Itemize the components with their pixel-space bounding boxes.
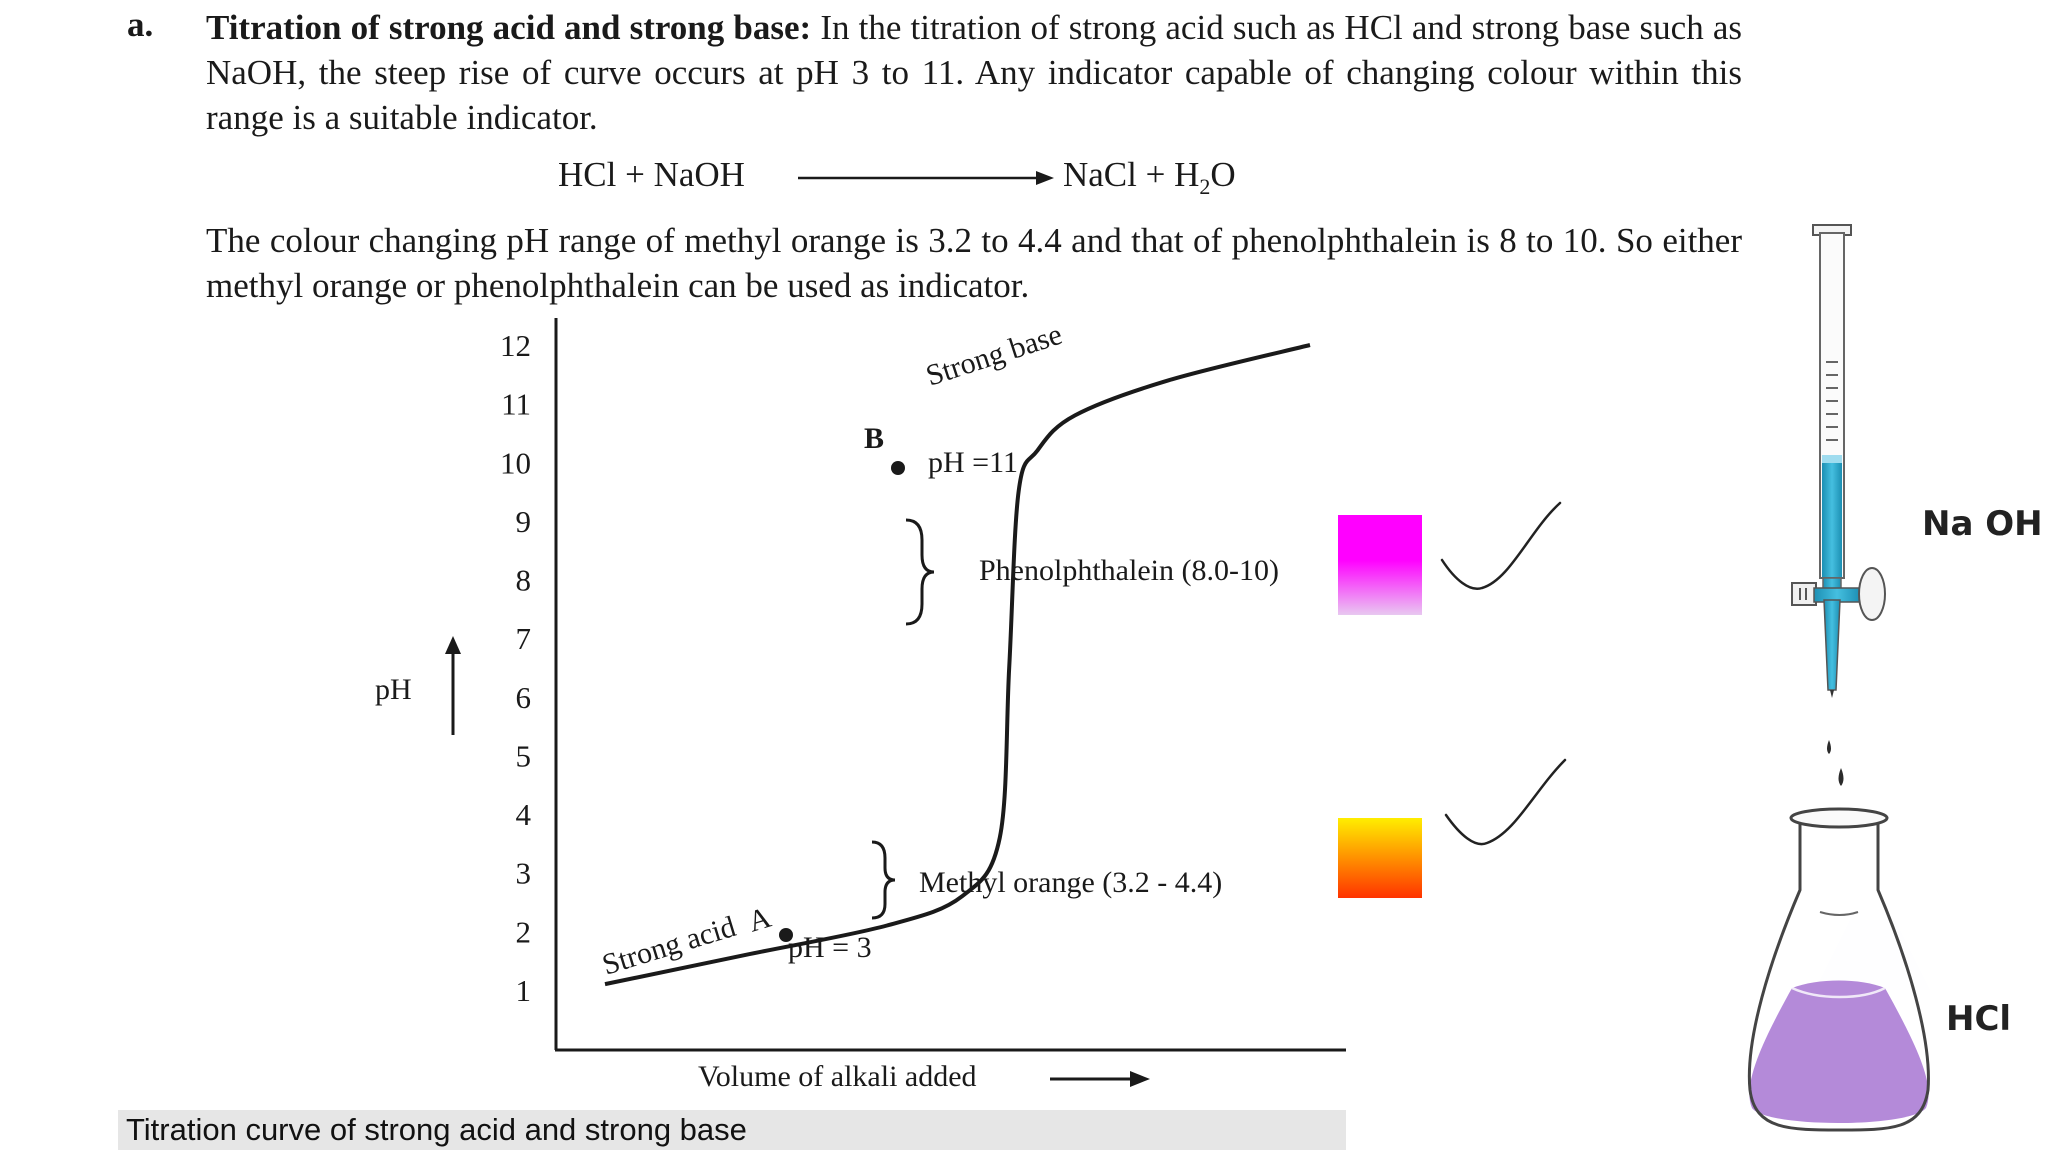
strong-base-label: Strong base <box>922 318 1066 393</box>
y-arrow-icon <box>445 636 461 654</box>
x-arrow-icon <box>1130 1071 1150 1087</box>
y-tick-label: 9 <box>516 504 532 539</box>
y-tick-label: 1 <box>516 973 532 1008</box>
burette-icon <box>1791 224 1886 786</box>
methyl-orange-check-icon <box>1444 758 1567 846</box>
point-b-label: B <box>864 422 884 455</box>
methyl-orange-swatch <box>1338 818 1422 898</box>
y-tick-label: 3 <box>516 856 532 891</box>
phenolphthalein-swatch <box>1338 515 1422 615</box>
phenolphthalein-check-icon <box>1440 501 1562 591</box>
section-marker: a. <box>127 5 154 44</box>
burette-label: Na OH <box>1922 504 2043 544</box>
figure-caption: Titration curve of strong acid and stron… <box>118 1110 1346 1150</box>
phenolphthalein-brace <box>905 518 935 626</box>
y-tick-label: 12 <box>500 328 531 363</box>
y-tick-labels: 12 11 10 9 8 7 6 5 4 3 2 1 <box>500 328 532 1008</box>
y-tick-label: 6 <box>516 680 532 715</box>
point-a-marker <box>779 928 793 942</box>
y-tick-label: 11 <box>501 387 531 422</box>
equation-reactants: HCl + NaOH <box>558 155 745 194</box>
product-suffix: O <box>1210 155 1236 194</box>
flask-label: HCl <box>1946 999 2011 1039</box>
y-tick-label: 8 <box>516 563 532 598</box>
intro-paragraph: Titration of strong acid and strong base… <box>206 5 1742 140</box>
indicator-paragraph: The colour changing pH range of methyl o… <box>206 221 1742 305</box>
y-axis-label: pH <box>375 673 412 706</box>
methyl-orange-brace <box>871 840 896 920</box>
section-title: Titration of strong acid and strong base… <box>206 8 812 47</box>
y-tick-label: 10 <box>500 445 531 480</box>
equation-products: NaCl + H2O <box>1063 155 1236 200</box>
product-subscript: 2 <box>1199 174 1211 199</box>
reaction-arrow-icon <box>798 171 1054 185</box>
ph-b-label: pH =11 <box>928 446 1018 479</box>
x-axis-label: Volume of alkali added <box>698 1060 977 1093</box>
conical-flask-icon <box>1747 807 1930 1132</box>
y-tick-label: 5 <box>516 738 532 773</box>
phenolphthalein-label: Phenolphthalein (8.0-10) <box>979 554 1279 587</box>
product-text: NaCl + H <box>1063 155 1200 194</box>
y-tick-label: 2 <box>516 914 532 949</box>
ph-a-label: pH = 3 <box>788 931 872 964</box>
point-b-marker <box>891 461 905 475</box>
titration-curve <box>604 343 1311 987</box>
y-tick-label: 4 <box>516 797 532 832</box>
methyl-orange-label: Methyl orange (3.2 - 4.4) <box>919 866 1222 899</box>
intro-text: In the titration of strong acid such as … <box>206 8 1742 137</box>
y-tick-label: 7 <box>516 621 532 656</box>
point-a-label: A <box>744 901 775 939</box>
